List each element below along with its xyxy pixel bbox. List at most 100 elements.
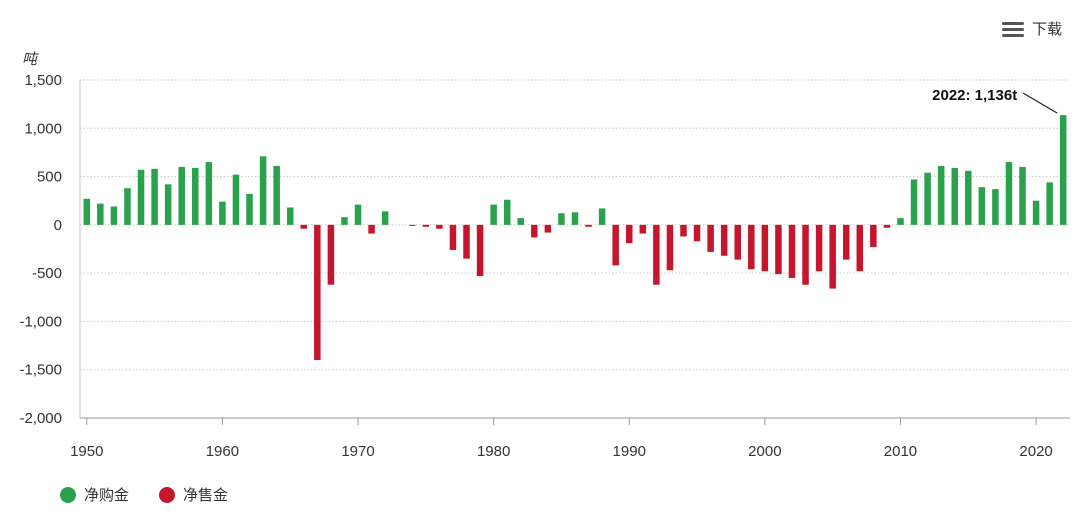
bar-1979 [476, 224, 484, 277]
bar-1957 [178, 166, 185, 225]
bar-1990 [625, 224, 633, 244]
bar-1994 [680, 224, 687, 237]
y-tick-label: -1,000 [19, 313, 62, 330]
bar-1960 [219, 201, 226, 225]
bar-2014 [951, 167, 958, 225]
legend-label-net-purchase: 净购金 [84, 486, 130, 504]
bar-2022 [1059, 115, 1067, 225]
bar-1983 [531, 224, 538, 238]
bar-1978 [463, 224, 470, 259]
y-tick-label: 500 [37, 169, 62, 186]
bar-2001 [775, 224, 782, 275]
bar-1988 [598, 208, 606, 225]
axes: 1,500 1,000 500 0 -500 -1,000 -1,500 -2,000 1950… [19, 72, 1070, 460]
bar-1991 [639, 224, 647, 234]
bar-1999 [748, 224, 755, 270]
bar-1951 [97, 203, 104, 225]
y-tick-label: 0 [54, 217, 62, 234]
bar-2020 [1032, 200, 1040, 225]
bar-1993 [666, 224, 674, 271]
bar-2008 [870, 224, 877, 248]
menu-icon [1001, 21, 1024, 37]
bar-1964 [273, 165, 280, 225]
bar-2000 [761, 224, 769, 272]
bar-1953 [124, 188, 131, 225]
bar-1956 [164, 184, 172, 225]
bar-1975 [422, 224, 430, 227]
y-tick-label: -1,500 [19, 362, 62, 379]
bar-1998 [734, 224, 741, 260]
bar-1972 [381, 211, 389, 225]
annotation-leader-line [1022, 92, 1058, 114]
bar-2011 [910, 179, 918, 225]
legend: 净购金 净售金 [60, 484, 228, 505]
legend-item-net-purchase[interactable]: 净购金 [60, 484, 129, 505]
bar-2013 [937, 165, 945, 225]
bar-2007 [856, 224, 864, 272]
x-tick-label: 1960 [206, 443, 239, 460]
bars [83, 115, 1067, 361]
y-tick-label: -2,000 [19, 410, 62, 427]
bar-1954 [137, 169, 145, 225]
bar-1985 [558, 213, 565, 225]
bar-1977 [449, 224, 457, 250]
bar-1959 [205, 162, 213, 225]
bar-2019 [1019, 166, 1026, 225]
bar-2005 [829, 224, 836, 289]
bar-2017 [992, 189, 999, 225]
bar-1986 [571, 212, 579, 225]
bar-1955 [151, 168, 158, 225]
bar-1950 [83, 198, 91, 225]
bar-1970 [354, 204, 362, 225]
bar-2016 [978, 187, 986, 225]
x-tick-label: 1970 [341, 443, 374, 460]
bar-1952 [110, 206, 118, 225]
download-button[interactable]: 下载 [1001, 18, 1062, 39]
bar-1969 [341, 217, 348, 225]
legend-item-net-sale[interactable]: 净售金 [159, 484, 228, 505]
bar-2015 [965, 170, 972, 225]
annotations: 2022: 1,136t [932, 87, 1058, 114]
bar-1984 [544, 224, 552, 233]
legend-swatch-net-purchase [60, 486, 76, 503]
annotation-label: 2022: 1,136t [932, 87, 1017, 104]
x-tick-label: 1950 [70, 443, 103, 460]
bar-1967 [314, 224, 321, 361]
y-tick-label: -500 [32, 265, 62, 282]
bar-2021 [1046, 182, 1053, 225]
bar-1980 [490, 204, 497, 225]
bar-1966 [300, 224, 308, 229]
bar-2010 [897, 218, 904, 225]
bar-1961 [232, 174, 240, 225]
bar-2003 [802, 224, 809, 285]
legend-swatch-net-sale [159, 486, 176, 503]
bar-1965 [286, 207, 294, 225]
bar-1974 [409, 224, 416, 226]
y-tick-label: 1,500 [24, 72, 62, 89]
bar-2006 [842, 224, 850, 260]
y-axis-unit-label: 吨 [22, 50, 39, 68]
bar-1989 [612, 224, 619, 266]
bar-1982 [517, 218, 525, 225]
bar-1958 [192, 167, 199, 225]
x-tick-label: 1990 [613, 443, 646, 460]
bar-1987 [585, 224, 592, 227]
x-tick-label: 2000 [748, 443, 781, 460]
bar-1981 [503, 199, 511, 225]
bar-1968 [327, 224, 335, 285]
x-tick-label: 1980 [477, 443, 510, 460]
bar-2012 [924, 172, 931, 225]
bar-1962 [246, 193, 253, 225]
bar-2004 [815, 224, 823, 272]
bar-1995 [693, 224, 701, 242]
bar-1996 [707, 224, 714, 252]
bar-1992 [653, 224, 660, 285]
bar-1971 [368, 224, 375, 234]
legend-label-net-sale: 净售金 [183, 486, 229, 504]
bar-1997 [720, 224, 728, 256]
y-tick-label: 1,000 [24, 120, 62, 137]
bar-2018 [1005, 162, 1013, 225]
bar-1976 [436, 224, 443, 229]
x-tick-label: 2020 [1019, 443, 1052, 460]
